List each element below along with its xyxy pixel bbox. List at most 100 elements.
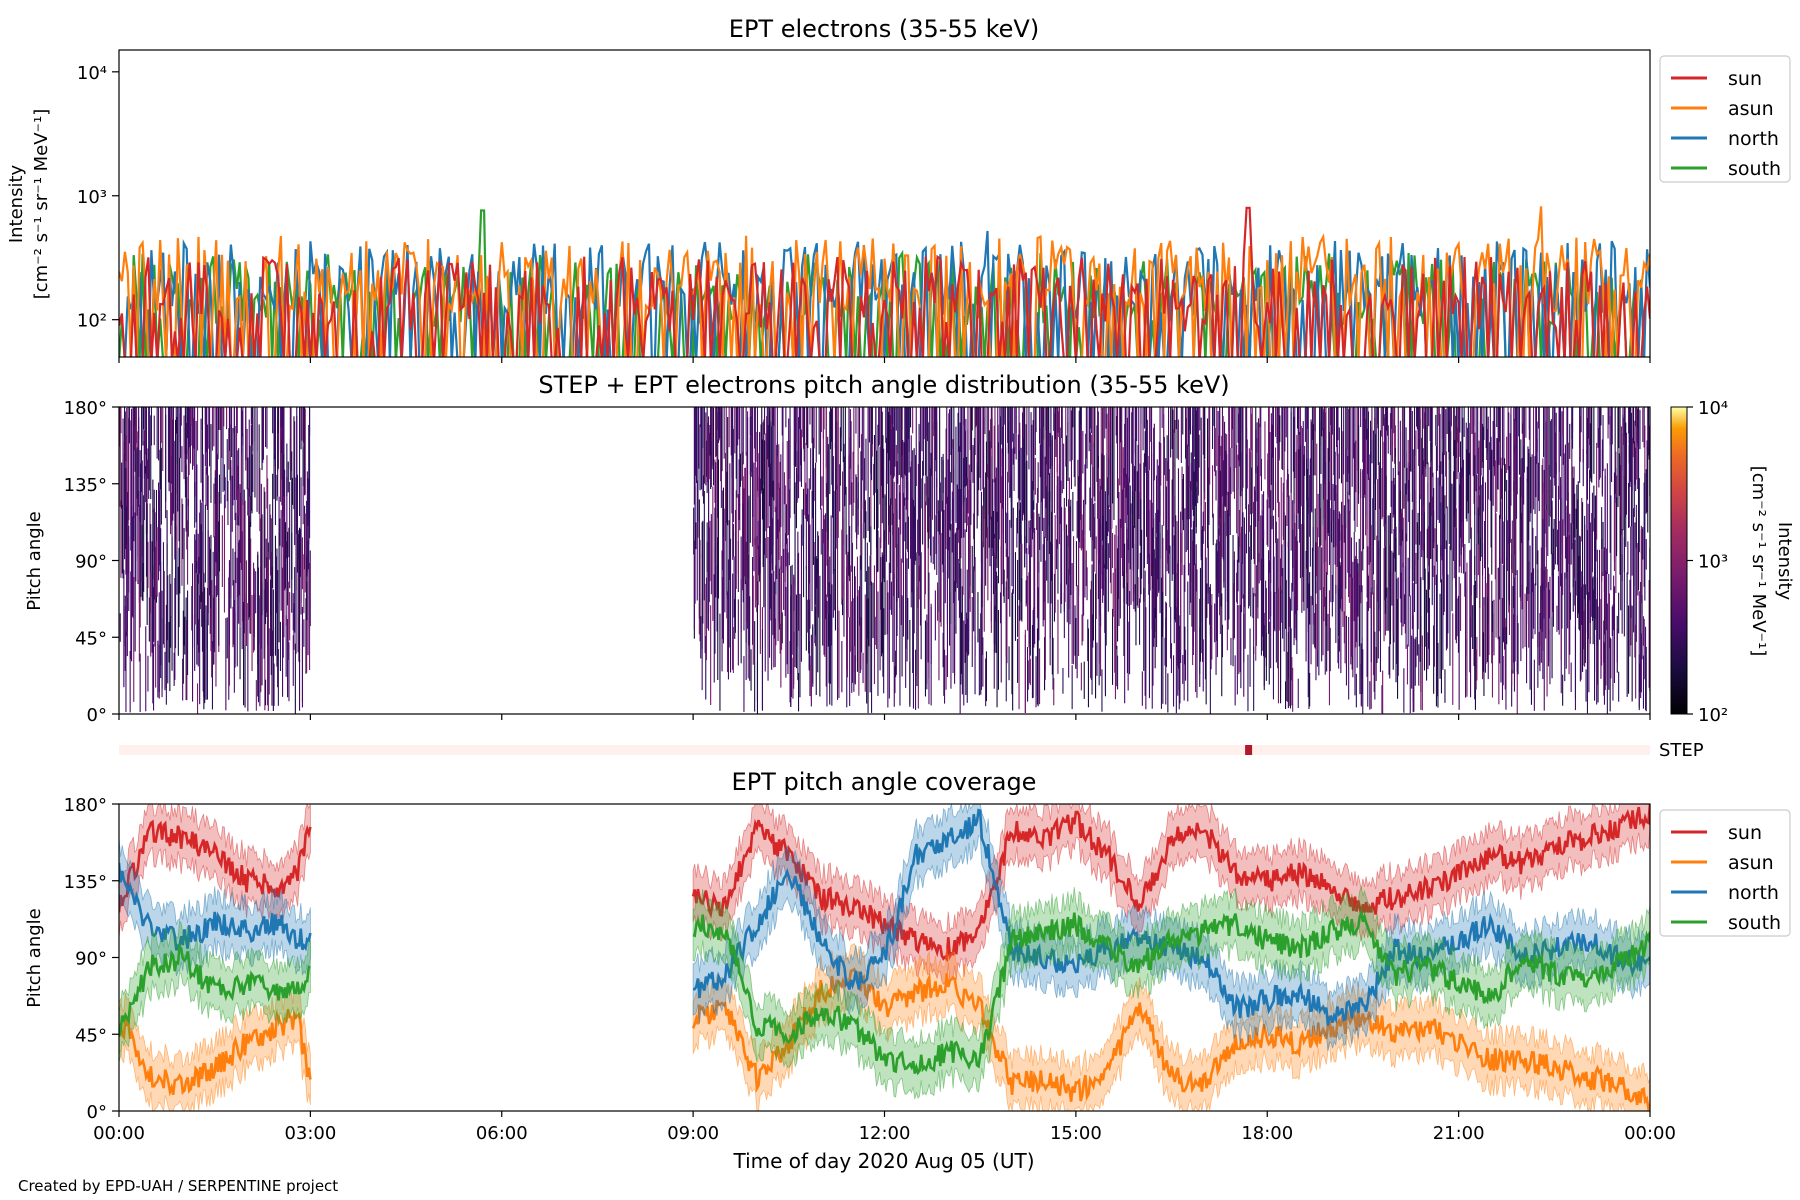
pad-cell [800,448,803,487]
pad-cell [1409,595,1411,714]
pad-cell [710,514,712,595]
pad-cell [158,644,160,693]
pad-cell [874,616,876,645]
pad-cell [1598,428,1600,488]
pad-cell [703,407,705,484]
pad-cell [1162,537,1164,592]
pad-cell [1333,510,1335,548]
pad-cell [1552,407,1554,499]
pad-cell [1472,605,1474,649]
pad-cell [996,575,998,708]
pad-cell [204,587,206,704]
pad-cell [961,586,963,695]
pad-cell [126,491,128,632]
pad-cell [1508,579,1511,635]
pad-cell [1066,535,1068,623]
pad-cell [1382,670,1384,714]
pad-cell [1187,466,1190,576]
pad-cell [1044,536,1046,602]
pad-cell [759,572,761,654]
pad-cell [1259,407,1261,427]
pad-cell [1240,407,1242,432]
pad-cell [1072,407,1074,428]
pad-cell [1250,407,1252,461]
pad-cell [1643,618,1645,680]
pad-cell [1190,481,1192,603]
pad-cell [1272,407,1274,458]
pad-cell [1124,543,1126,604]
pad-cell [1423,543,1426,671]
pad-cell [1513,407,1515,492]
pad-cell [210,424,212,503]
pad-cell [855,407,857,434]
pad-cell [1212,465,1214,518]
pad-cell [290,407,292,471]
pad-cell [1106,454,1108,570]
pad-cell [1367,572,1369,707]
pad-cell [1258,418,1260,522]
pad-cell [1219,470,1221,519]
pad-cell [997,407,999,522]
pad-cell [160,447,162,525]
pad-cell [920,478,922,509]
pad-cell [1333,407,1335,475]
pad-cell [747,417,749,553]
pad-cell [1094,407,1096,502]
pad-cell [280,407,282,428]
series-sun-line [119,206,1650,357]
pad-cell [1498,407,1500,465]
pad-cell [131,520,133,662]
pad-cell [1228,407,1230,512]
y-tick-label: 135° [64,872,107,893]
pad-cell [163,571,165,648]
pad-cell [994,605,996,653]
pad-cell [829,594,832,684]
pad-cell [1388,646,1390,675]
pad-cell [1502,565,1504,623]
pad-cell [1078,410,1080,542]
pad-cell [1225,450,1227,507]
pad-cell [704,583,706,654]
pad-cell [1102,491,1104,591]
pad-cell [1185,418,1187,552]
pad-cell [699,424,701,491]
pad-cell [218,474,221,572]
pad-cell [963,496,965,538]
pad-cell [1226,510,1228,602]
pad-cell [1638,407,1640,538]
pad-cell [294,421,296,546]
pad-cell [793,574,795,611]
pad-cell [906,407,908,550]
pad-cell [137,490,139,557]
pad-cell [1647,445,1649,533]
pad-cell [1488,573,1490,655]
pad-cell [180,407,182,459]
pad-cell [306,581,308,673]
pad-cell [204,407,206,425]
pad-cell [1638,654,1640,711]
pad-cell [973,513,975,540]
pad-cell [1203,407,1205,492]
pad-cell [693,540,695,630]
pad-cell [1173,407,1175,433]
pad-cell [1077,459,1079,538]
pad-cell [1433,625,1435,694]
pad-cell [1640,525,1642,554]
legend-label-sun: sun [1728,68,1762,90]
pad-cell [197,619,199,667]
pad-cell [783,549,785,610]
pad-cell [1199,626,1201,674]
pad-cell [960,568,962,685]
pad-cell [700,616,702,659]
pad-cell [837,628,839,700]
pad-cell [967,618,969,656]
pad-cell [885,407,887,443]
pad-cell [978,407,980,491]
pad-cell [1474,580,1477,710]
pad-cell [1305,550,1307,662]
pad-cell [181,498,183,586]
pad-cell [1412,582,1414,701]
pad-cell [1262,515,1264,651]
pad-cell [1224,421,1226,506]
pad-cell [994,480,996,539]
